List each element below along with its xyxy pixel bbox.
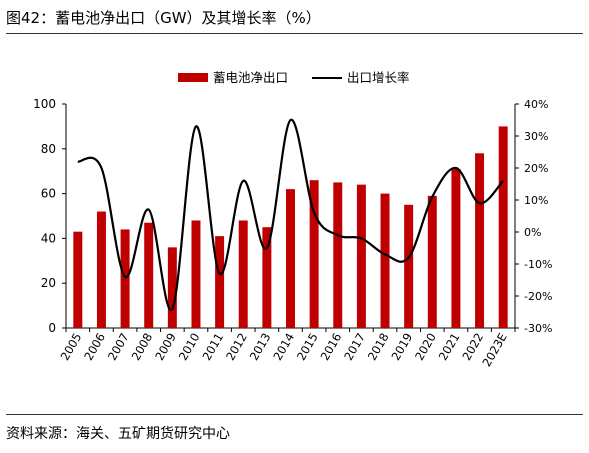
x-tick-label: 2020 [412,331,439,363]
x-tick-label: 2005 [58,331,85,363]
bar [167,247,177,328]
x-tick-label: 2009 [152,331,179,363]
y-right-tick-label: -30% [524,322,552,335]
line-series [77,118,505,311]
figure-title: 图42：蓄电池净出口（GW）及其增长率（%） [6,9,321,27]
bar [498,126,508,329]
source-divider [6,414,583,415]
bar [262,227,272,328]
y-left-tick-label: 40 [41,231,56,245]
bar [238,220,248,328]
x-tick-label: 2021 [436,331,463,363]
y-right-tick-label: -10% [524,258,552,271]
bar [309,180,319,328]
bar [96,211,106,328]
growth-line [77,118,505,311]
x-tick-label: 2015 [294,331,321,363]
bar [144,222,154,328]
bar [356,184,366,328]
x-tick-labels: 2005200620072008200920102011201220132014… [58,330,510,369]
y-right-tick-label: 0% [524,226,541,239]
y-right-tick-label: 20% [524,162,548,175]
bar [427,195,437,328]
y-right-tick-label: 40% [524,98,548,111]
source-note: 资料来源：海关、五矿期货研究中心 [6,426,230,442]
title-divider [6,33,583,34]
y-left-tick-label: 100 [33,97,56,111]
y-left-tick-label: 60 [41,187,56,201]
y-right-tick-label: -20% [524,290,552,303]
y-left-tick-label: 20 [41,276,56,290]
bar [73,231,83,328]
x-tick-label: 2014 [270,331,297,363]
legend: 蓄电池净出口 出口增长率 [178,70,410,85]
x-tick-label: 2010 [176,331,203,363]
bar [120,229,130,328]
x-tick-label: 2011 [199,331,226,363]
bar [475,153,485,328]
bar [333,182,343,328]
x-tick-label: 2007 [105,331,132,363]
x-tick-label: 2006 [81,331,108,363]
legend-bar-swatch [178,73,208,82]
x-tick-label: 2018 [365,331,392,363]
bar [380,193,390,328]
x-tick-label: 2013 [247,331,274,363]
axes: 0 20 40 60 80 100 -30% -20% -10% 0% 10% 20% 30% 40% [33,97,552,335]
x-tick-label: 2012 [223,331,250,363]
x-tick-label: 2016 [318,331,345,363]
legend-line-label: 出口增长率 [347,70,410,85]
bar [451,168,461,328]
y-right-tick-label: 10% [524,194,548,207]
y-left-tick-label: 80 [41,142,56,156]
legend-bar-label: 蓄电池净出口 [213,70,288,85]
y-right-tick-label: 30% [524,130,548,143]
x-tick-label: 2017 [341,331,368,363]
bar [215,236,225,328]
x-tick-label: 2008 [129,331,156,363]
bar [191,220,201,328]
bar [404,204,414,328]
y-left-tick-label: 0 [48,321,56,335]
x-tick-label: 2019 [388,331,415,363]
bar [286,189,295,328]
bar-series [73,126,508,329]
chart: 蓄电池净出口 出口增长率 0 20 40 60 80 100 -30% -20% -10% 0% 10… [33,70,552,369]
